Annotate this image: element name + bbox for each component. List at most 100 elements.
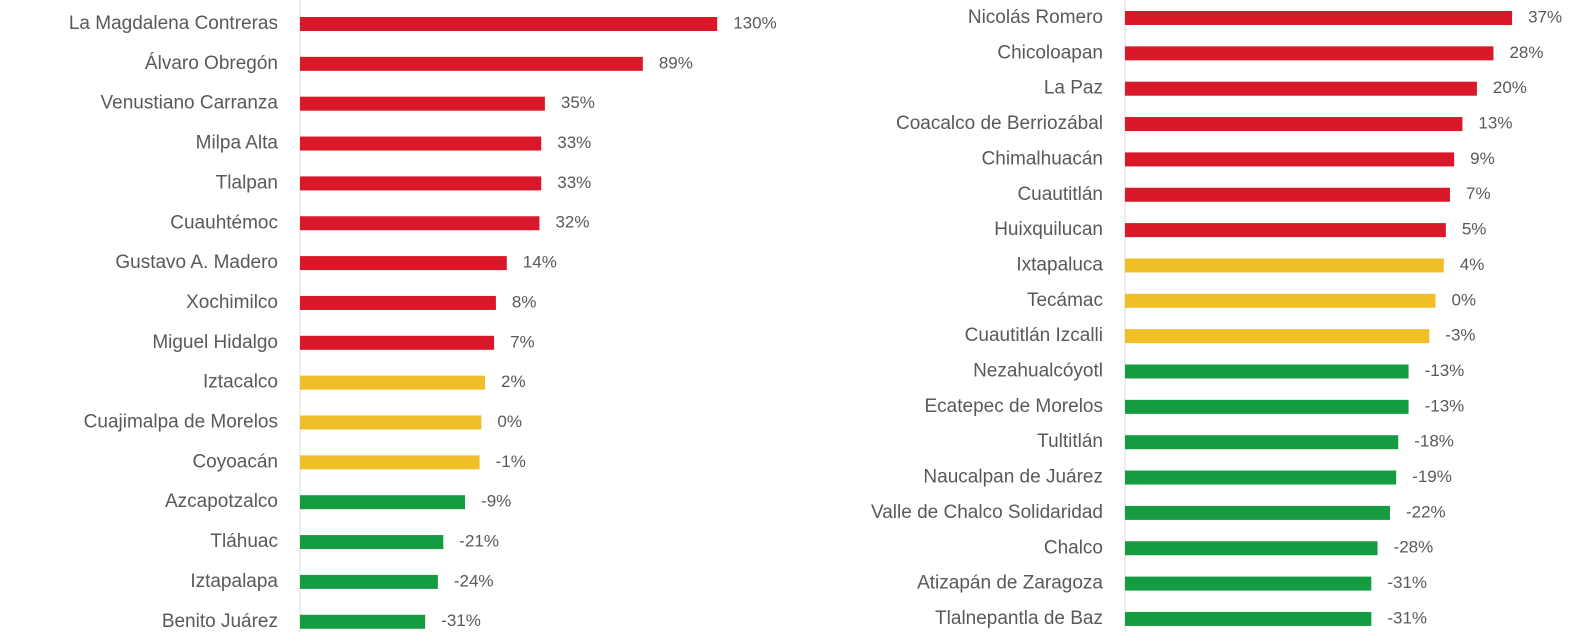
- bar: [1125, 435, 1399, 450]
- bar: [1125, 46, 1494, 61]
- value-label: -1%: [496, 452, 526, 471]
- bar: [300, 176, 542, 191]
- category-label: Chalco: [1044, 537, 1103, 558]
- value-label: 8%: [512, 292, 537, 311]
- category-label: Tláhuac: [210, 531, 278, 552]
- bar: [300, 96, 545, 111]
- bar: [1125, 223, 1446, 238]
- bar: [300, 216, 540, 231]
- category-label: Álvaro Obregón: [145, 53, 278, 74]
- bar: [1125, 364, 1409, 379]
- category-label: Xochimilco: [186, 292, 278, 313]
- category-label: Milpa Alta: [196, 133, 279, 154]
- value-label: 7%: [510, 332, 535, 351]
- bar: [1125, 541, 1378, 556]
- category-label: La Paz: [1044, 78, 1103, 99]
- bar: [300, 614, 426, 629]
- bar: [300, 375, 486, 390]
- value-label: -24%: [454, 571, 494, 590]
- value-label: 14%: [523, 253, 557, 272]
- value-label: 2%: [501, 372, 526, 391]
- category-label: Cuautitlán Izcalli: [965, 325, 1103, 346]
- value-label: -19%: [1412, 467, 1452, 486]
- bar: [1125, 117, 1463, 132]
- category-label: Cuajimalpa de Morelos: [84, 412, 278, 433]
- bar: [1125, 152, 1455, 167]
- value-label: -18%: [1414, 432, 1454, 451]
- category-label: Coacalco de Berriozábal: [896, 113, 1103, 134]
- bar: [300, 574, 438, 589]
- category-label: Tultitlán: [1037, 431, 1103, 452]
- bar: [1125, 81, 1477, 96]
- category-label: La Magdalena Contreras: [69, 13, 278, 34]
- value-label: -21%: [459, 532, 499, 551]
- value-label: 0%: [497, 412, 522, 431]
- value-label: -31%: [1387, 573, 1427, 592]
- bar: [300, 495, 466, 510]
- value-label: -31%: [441, 611, 481, 630]
- bar: [300, 295, 496, 310]
- bar: [300, 136, 542, 151]
- value-label: 4%: [1460, 255, 1485, 274]
- bar: [1125, 329, 1430, 344]
- category-label: Miguel Hidalgo: [152, 332, 278, 353]
- category-label: Coyoacán: [192, 451, 278, 472]
- value-label: 32%: [555, 213, 589, 232]
- bar: [300, 256, 507, 271]
- value-label: -28%: [1394, 538, 1434, 557]
- category-label: Nezahualcóyotl: [973, 361, 1103, 382]
- value-label: 130%: [733, 13, 776, 32]
- category-label: Gustavo A. Madero: [115, 252, 278, 273]
- category-label: Tlalpan: [216, 172, 278, 193]
- bar: [1125, 258, 1444, 273]
- category-label: Huixquilucan: [994, 219, 1103, 240]
- value-label: -9%: [481, 492, 511, 511]
- bar: [1125, 470, 1397, 485]
- category-label: Azcapotzalco: [165, 491, 278, 512]
- value-label: 33%: [557, 173, 591, 192]
- bar: [1125, 293, 1436, 308]
- bar: [300, 415, 482, 430]
- bar: [300, 455, 480, 470]
- category-label: Tlalnepantla de Baz: [935, 608, 1103, 629]
- value-label: 5%: [1462, 220, 1487, 239]
- category-label: Ecatepec de Morelos: [925, 396, 1104, 417]
- value-label: -13%: [1425, 361, 1465, 380]
- category-label: Valle de Chalco Solidaridad: [871, 502, 1103, 523]
- category-label: Cuautitlán: [1017, 184, 1103, 205]
- value-label: -22%: [1406, 502, 1446, 521]
- bar: [1125, 576, 1372, 591]
- category-label: Ixtapaluca: [1016, 254, 1103, 275]
- bar: [1125, 505, 1390, 520]
- category-label: Tecámac: [1027, 290, 1103, 311]
- bar: [1125, 611, 1372, 626]
- bar: [1125, 11, 1513, 25]
- value-label: 0%: [1452, 290, 1477, 309]
- value-label: 9%: [1470, 149, 1495, 168]
- category-label: Benito Juárez: [162, 611, 278, 632]
- value-label: -13%: [1425, 396, 1465, 415]
- value-label: 89%: [659, 53, 693, 72]
- category-label: Iztacalco: [203, 372, 278, 393]
- value-label: 37%: [1528, 7, 1562, 26]
- value-label: 7%: [1466, 184, 1491, 203]
- category-label: Iztapalapa: [190, 571, 278, 592]
- value-label: 35%: [561, 93, 595, 112]
- category-label: Chimalhuacán: [982, 148, 1103, 169]
- category-label: Atizapán de Zaragoza: [917, 573, 1103, 594]
- bar: [1125, 399, 1409, 414]
- value-label: 28%: [1509, 43, 1543, 62]
- category-label: Naucalpan de Juárez: [923, 467, 1103, 488]
- category-label: Cuauhtémoc: [170, 212, 278, 233]
- value-label: -31%: [1387, 608, 1427, 627]
- value-label: -3%: [1445, 326, 1475, 345]
- bar: [300, 56, 643, 71]
- bar: [300, 535, 444, 550]
- value-label: 20%: [1493, 78, 1527, 97]
- category-label: Nicolás Romero: [968, 7, 1103, 28]
- category-label: Chicoloapan: [997, 42, 1103, 63]
- bar: [300, 335, 495, 350]
- value-label: 13%: [1478, 114, 1512, 133]
- bar: [1125, 187, 1450, 202]
